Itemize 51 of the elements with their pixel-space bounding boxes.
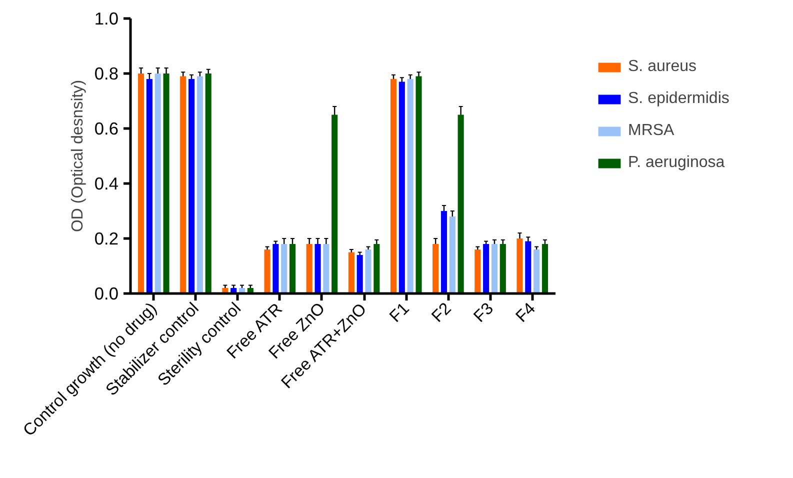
- bar: [483, 244, 490, 294]
- legend-label: S. epidermidis: [628, 90, 730, 108]
- bar: [163, 74, 170, 294]
- y-tick-label: 0.6: [94, 118, 119, 138]
- bar: [154, 74, 161, 294]
- y-tick-label: 0.0: [94, 284, 119, 304]
- bar: [542, 244, 548, 294]
- legend-label: S. aureus: [628, 58, 696, 76]
- bar: [289, 244, 296, 294]
- bar: [474, 250, 481, 294]
- bar: [534, 250, 540, 294]
- bar: [525, 241, 532, 294]
- bar: [264, 250, 270, 294]
- bar: [332, 114, 338, 294]
- x-tick-label: F4: [512, 298, 540, 326]
- bar: [306, 244, 312, 294]
- bar: [440, 211, 448, 294]
- bar: [374, 244, 380, 294]
- bar: [432, 244, 439, 294]
- bar: [146, 79, 152, 294]
- bar: [180, 76, 186, 294]
- bar: [348, 252, 354, 294]
- bar: [314, 244, 321, 294]
- bar: [516, 238, 523, 294]
- y-tick-label: 0.4: [94, 174, 119, 194]
- y-axis-title: OD (Optical desnsity): [69, 80, 86, 232]
- bar: [458, 114, 464, 294]
- bar: [416, 76, 422, 294]
- legend-label: MRSA: [628, 122, 674, 140]
- x-tick-label: F1: [386, 298, 413, 326]
- legend-label: P. aeruginosa: [628, 154, 725, 172]
- bar: [407, 79, 414, 294]
- x-tick-label: F2: [428, 298, 455, 326]
- bar: [390, 79, 397, 294]
- x-tick-label: F3: [470, 298, 498, 326]
- bar: [205, 74, 212, 294]
- bar: [281, 244, 288, 294]
- y-tick-label: 0.2: [94, 228, 119, 248]
- bar: [323, 244, 330, 294]
- y-tick-label: 0.8: [94, 64, 119, 84]
- bar: [500, 244, 506, 294]
- bar: [365, 250, 372, 294]
- bar: [272, 244, 279, 294]
- bar: [138, 74, 144, 294]
- bar: [491, 244, 498, 294]
- bar: [398, 82, 405, 294]
- bar: [356, 255, 363, 294]
- bar: [449, 216, 456, 294]
- bar: [196, 76, 203, 294]
- y-tick-label: 1.0: [94, 8, 119, 28]
- bar: [188, 79, 195, 294]
